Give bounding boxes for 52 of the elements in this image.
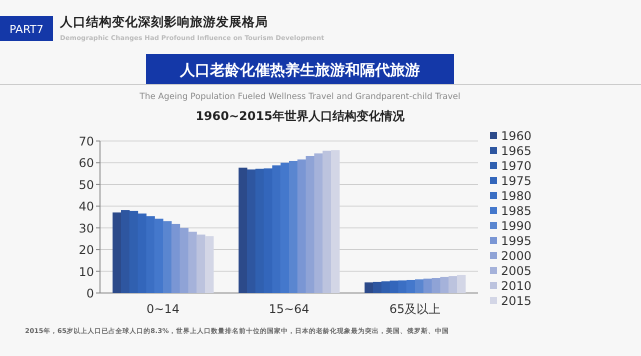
bar [188,232,197,293]
bar [448,276,458,293]
legend-label: 1995 [501,234,532,248]
y-tick-label: 10 [78,264,94,279]
legend-label: 2005 [501,264,532,278]
bar [247,169,256,293]
bar [432,278,440,293]
bar [314,153,323,293]
x-tick-label: 65及以上 [389,302,441,316]
y-tick-label: 60 [78,156,94,170]
text: PART7 [9,23,44,36]
legend-label: 2000 [501,249,532,263]
y-tick-label: 30 [78,221,94,236]
y-tick-label: 70 [78,134,94,148]
bar [440,276,449,293]
x-tick-label: 15~64 [268,302,310,316]
bar [297,159,306,293]
y-tick-label: 50 [78,178,94,192]
y-tick-label: 40 [78,200,94,214]
bar [373,282,382,293]
bar [205,236,214,293]
legend-label: 1980 [501,189,532,203]
bar [196,234,206,293]
chart-title: 1960~2015年世界人口结构变化情况 [196,109,406,123]
text: 人口结构变化深刻影响旅游发展格局 [59,14,268,29]
bar [306,156,314,293]
legend-label: 1960 [501,129,532,143]
bar [289,160,298,293]
bar [112,212,122,293]
bar [415,279,424,293]
legend-label: 2015 [501,294,532,308]
bar [364,282,374,293]
y-tick-label: 0 [86,286,94,300]
bar [163,221,172,293]
bar [171,224,180,293]
legend-label: 1970 [501,159,532,173]
bar [331,150,340,293]
y-tick-label: 20 [78,243,94,258]
bar [121,210,130,293]
bar [457,274,466,293]
legend-label: 2010 [501,279,532,293]
legend-label: 1965 [501,144,532,158]
legend-label: 1985 [501,204,532,218]
bar [180,228,188,293]
text: The Ageing Population Fueled Wellness Travel and Grandparent-child Travel [138,92,460,102]
legend-label: 1975 [501,174,532,188]
x-tick-label: 0~14 [146,302,180,316]
bar [322,150,332,293]
text: 人口老龄化催热养生旅游和隔代旅游 [179,61,420,79]
bar [423,278,432,293]
bar [238,168,248,293]
legend-label: 1990 [501,219,532,233]
